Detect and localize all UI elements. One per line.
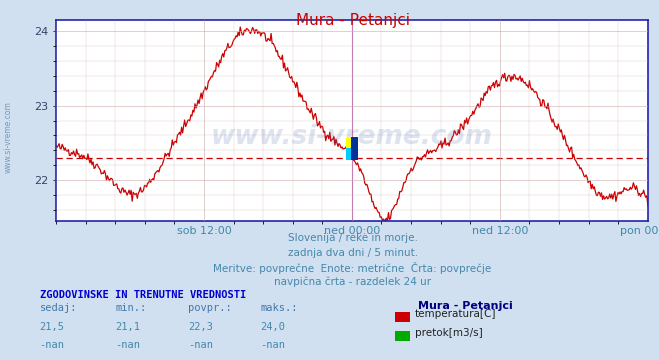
- Text: min.:: min.:: [115, 303, 146, 313]
- Text: 21,1: 21,1: [115, 322, 140, 332]
- Text: Mura - Petanjci: Mura - Petanjci: [418, 301, 513, 311]
- Text: pretok[m3/s]: pretok[m3/s]: [415, 328, 483, 338]
- Text: maks.:: maks.:: [260, 303, 298, 313]
- Text: 21,5: 21,5: [40, 322, 65, 332]
- Text: Mura - Petanjci: Mura - Petanjci: [296, 13, 409, 28]
- Text: -nan: -nan: [115, 340, 140, 350]
- Text: -nan: -nan: [188, 340, 213, 350]
- Text: navpična črta - razdelek 24 ur: navpična črta - razdelek 24 ur: [274, 276, 431, 287]
- Text: temperatura[C]: temperatura[C]: [415, 309, 497, 319]
- Text: -nan: -nan: [260, 340, 285, 350]
- Text: Slovenija / reke in morje.: Slovenija / reke in morje.: [287, 233, 418, 243]
- Text: povpr.:: povpr.:: [188, 303, 231, 313]
- Text: www.si-vreme.com: www.si-vreme.com: [3, 101, 13, 173]
- Text: www.si-vreme.com: www.si-vreme.com: [211, 124, 493, 150]
- Text: Meritve: povprečne  Enote: metrične  Črta: povprečje: Meritve: povprečne Enote: metrične Črta:…: [214, 262, 492, 274]
- Text: zadnja dva dni / 5 minut.: zadnja dva dni / 5 minut.: [287, 248, 418, 258]
- Text: 22,3: 22,3: [188, 322, 213, 332]
- Text: sedaj:: sedaj:: [40, 303, 77, 313]
- Text: -nan: -nan: [40, 340, 65, 350]
- Text: ZGODOVINSKE IN TRENUTNE VREDNOSTI: ZGODOVINSKE IN TRENUTNE VREDNOSTI: [40, 290, 246, 300]
- Text: 24,0: 24,0: [260, 322, 285, 332]
